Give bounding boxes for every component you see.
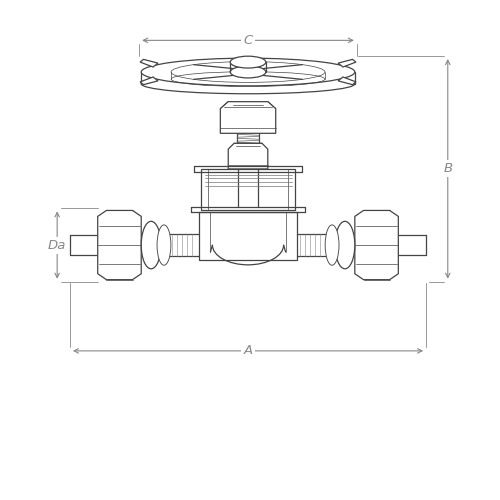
- Polygon shape: [140, 60, 158, 67]
- Polygon shape: [355, 210, 399, 280]
- Ellipse shape: [325, 225, 339, 265]
- Ellipse shape: [230, 56, 266, 68]
- Text: Da: Da: [48, 238, 66, 252]
- Bar: [200, 169, 296, 210]
- Polygon shape: [228, 143, 268, 169]
- Polygon shape: [140, 77, 158, 84]
- Ellipse shape: [335, 222, 355, 269]
- Ellipse shape: [230, 66, 266, 78]
- Polygon shape: [98, 210, 141, 280]
- Ellipse shape: [141, 74, 355, 94]
- Bar: [198, 212, 298, 260]
- Polygon shape: [220, 102, 276, 134]
- Text: A: A: [244, 344, 252, 358]
- Ellipse shape: [141, 222, 161, 269]
- Text: C: C: [244, 34, 252, 47]
- Polygon shape: [338, 60, 356, 67]
- Polygon shape: [338, 77, 356, 84]
- Ellipse shape: [157, 225, 171, 265]
- Ellipse shape: [141, 58, 355, 86]
- Text: B: B: [443, 162, 452, 175]
